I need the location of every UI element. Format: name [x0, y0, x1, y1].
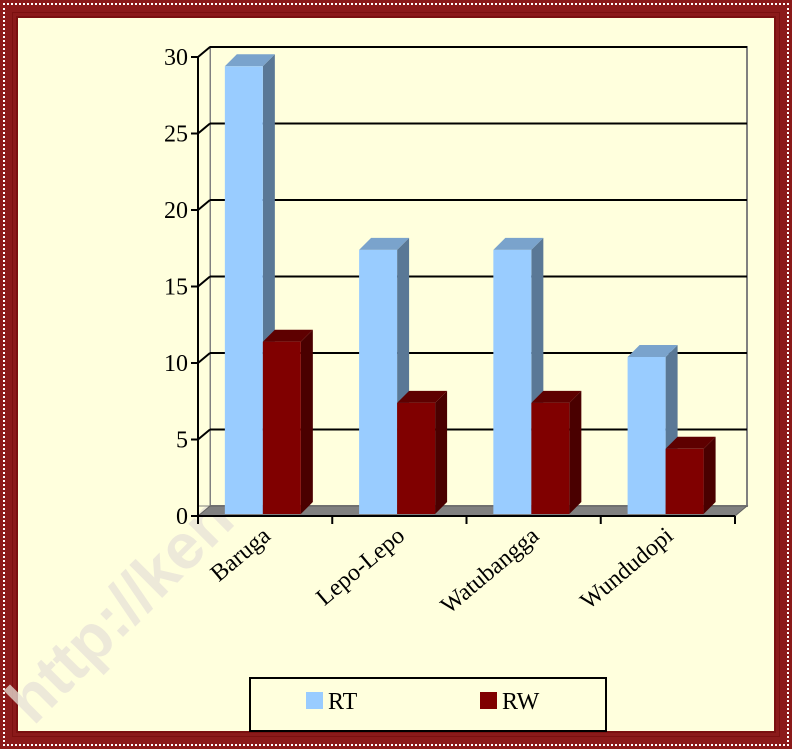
y-tick-label: 10 — [164, 351, 188, 377]
bars — [224, 54, 716, 515]
bar-front — [262, 341, 301, 514]
bar-top — [531, 390, 582, 403]
gridlines — [197, 46, 747, 441]
bar-rw — [262, 329, 313, 514]
legend: RT RW — [249, 677, 607, 732]
bar-top — [493, 237, 544, 250]
bar-rw — [665, 436, 716, 514]
bar-side — [435, 390, 448, 514]
y-tick-label: 5 — [176, 428, 188, 454]
y-tick-label: 25 — [164, 122, 188, 148]
legend-swatch-rw — [480, 692, 497, 709]
gridline-depth — [197, 46, 211, 58]
bar-side — [300, 329, 313, 514]
bar-front — [493, 249, 532, 514]
y-tick-label: 30 — [164, 45, 188, 71]
bar-side — [569, 390, 582, 514]
legend-label-rw: RW — [502, 689, 540, 715]
bar-top — [262, 329, 313, 342]
bar-top — [359, 237, 410, 250]
bar-top — [665, 436, 716, 449]
bar-top — [397, 390, 448, 403]
bar-rw — [531, 390, 582, 514]
x-category-label: Wundudopi — [576, 522, 679, 614]
gridline-depth — [197, 199, 211, 211]
bar-front — [531, 402, 570, 514]
bar-top — [224, 54, 275, 67]
y-axis-ticks: 0 5 10 15 20 25 30 — [164, 45, 198, 530]
y-tick-label: 20 — [164, 198, 188, 224]
x-category-label: Lepo-Lepo — [312, 523, 410, 611]
gridline-depth — [197, 122, 211, 135]
legend-label-rt: RT — [328, 689, 358, 715]
legend-box — [249, 677, 607, 732]
bar-front — [665, 448, 704, 514]
gridline-depth — [197, 428, 211, 441]
y-tick-label: 0 — [176, 504, 188, 530]
bar-front — [359, 249, 398, 514]
x-category-label: Watubangga — [436, 522, 544, 619]
gridline-depth — [197, 352, 211, 364]
bar-front — [627, 357, 666, 514]
x-axis-labels: Baruga Lepo-Lepo Watubangga Wundudopi — [197, 516, 736, 619]
legend-swatch-rt — [306, 692, 323, 709]
bar-side — [703, 436, 716, 514]
gridline-depth — [197, 275, 211, 288]
bar-rw — [397, 390, 448, 514]
y-tick-label: 15 — [164, 275, 188, 301]
bar-front — [224, 66, 263, 515]
bar-top — [627, 345, 678, 357]
bar-front — [397, 402, 436, 514]
